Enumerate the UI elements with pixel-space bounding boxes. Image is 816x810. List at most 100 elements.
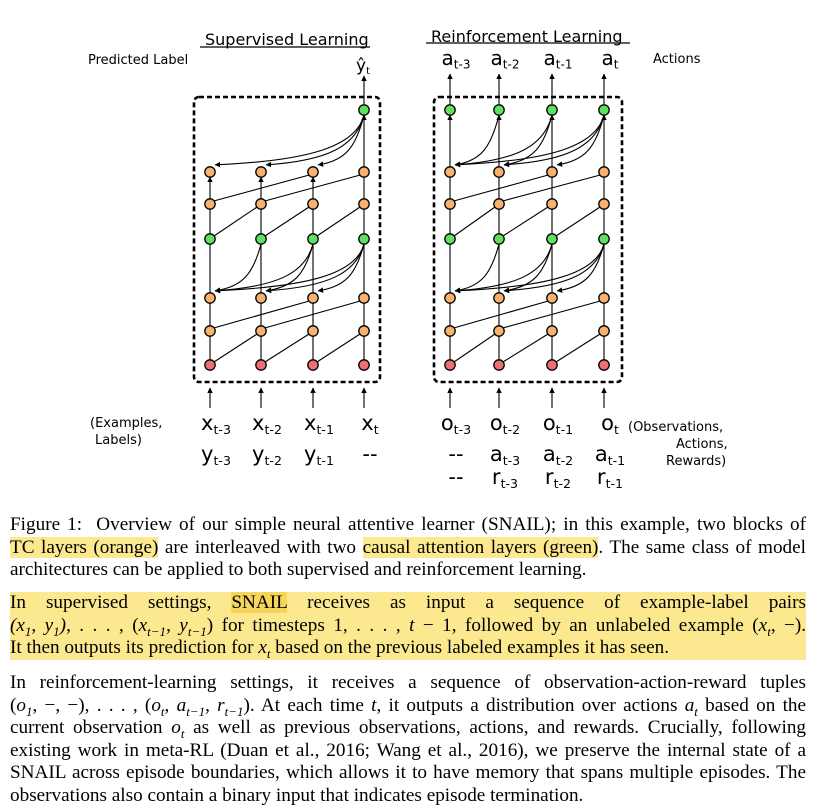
rl-tc-node bbox=[546, 198, 558, 210]
rl-tc-edge bbox=[502, 206, 549, 237]
sl-tc-node bbox=[307, 166, 319, 178]
y-hat-output: ŷt bbox=[356, 56, 370, 77]
rl-tc-edge bbox=[454, 174, 548, 202]
rl-attention-edge bbox=[454, 115, 553, 168]
rl-attention-edge bbox=[454, 115, 500, 167]
rl-obs-input: ot-2 bbox=[490, 411, 520, 437]
rl-tc-node bbox=[598, 325, 610, 337]
sl-tc-node bbox=[307, 325, 319, 337]
sl-attention-edge bbox=[214, 244, 314, 294]
rl-tc-node bbox=[546, 292, 558, 304]
rl-act-input: at-3 bbox=[490, 442, 520, 468]
sl-attention-node bbox=[255, 233, 267, 245]
rl-tc-node bbox=[493, 166, 505, 178]
examples-label-line2: Labels) bbox=[95, 433, 142, 448]
sl-input-node bbox=[255, 359, 267, 371]
rl-tc-node bbox=[444, 166, 456, 178]
sl-tc-node bbox=[204, 325, 216, 337]
sl-tc-edge bbox=[214, 300, 309, 329]
obs-label-line1: (Observations, bbox=[628, 420, 723, 435]
rl-tc-node bbox=[598, 198, 610, 210]
sl-input-node bbox=[358, 359, 370, 371]
sl-attention-edge bbox=[265, 115, 365, 168]
sl-tc-node bbox=[255, 198, 267, 210]
rl-input-node bbox=[444, 359, 456, 371]
rl-input-node bbox=[598, 359, 610, 371]
rl-act-input: at-2 bbox=[543, 442, 573, 468]
p2-line6: observations also contain a binary input… bbox=[10, 784, 584, 806]
rl-tc-edge bbox=[503, 174, 600, 202]
rl-attention-node bbox=[598, 104, 610, 116]
rl-rew-input: rt-2 bbox=[545, 465, 571, 491]
sl-tc-edge bbox=[213, 206, 258, 237]
rl-act-input: at-1 bbox=[595, 442, 625, 468]
rl-tc-node bbox=[493, 325, 505, 337]
rl-attention-edge bbox=[454, 244, 605, 294]
sl-input-node bbox=[204, 359, 216, 371]
p1-text-a: In supervised settings, bbox=[10, 592, 212, 613]
sl-tc-node bbox=[204, 166, 216, 178]
figure-caption: Figure 1: Overview of our simple neural … bbox=[10, 514, 806, 582]
sl-x-input: xt-1 bbox=[304, 411, 334, 437]
rl-action-outputs: at-3 at-2 at-1 at bbox=[442, 46, 619, 72]
sl-tc-node bbox=[358, 166, 370, 178]
p2-text-b: , it outputs a distribution over actions bbox=[376, 694, 678, 716]
highlight-tc-layers: TC layers (orange) bbox=[10, 536, 159, 558]
rl-attention-edge bbox=[454, 244, 500, 293]
rl-rew-input: rt-1 bbox=[597, 465, 623, 491]
rl-action-label: at-3 bbox=[442, 46, 471, 72]
caption-text-a: Overview of our simple neural attentive … bbox=[96, 514, 806, 535]
sl-output-attention-node bbox=[358, 104, 370, 116]
p1-text-e: It then outputs its prediction for bbox=[10, 637, 254, 658]
rl-tc-node bbox=[546, 325, 558, 337]
rl-block-border bbox=[432, 95, 624, 384]
sl-tc-edge bbox=[264, 333, 310, 363]
p1-text-c: for timesteps bbox=[221, 614, 325, 636]
sl-block-border bbox=[192, 95, 382, 384]
rl-attention-edge bbox=[454, 115, 605, 168]
p2-text-a: . At each time bbox=[249, 694, 364, 716]
sl-attention-node bbox=[358, 233, 370, 245]
caption-prefix: Figure 1: bbox=[10, 514, 83, 535]
p2-line4: existing work in meta-RL (Duan et al., 2… bbox=[10, 739, 806, 761]
sl-tc-node bbox=[255, 292, 267, 304]
sl-y-input: yt-3 bbox=[201, 442, 231, 468]
caption-text-b: are interleaved with two bbox=[164, 536, 357, 558]
sl-y-input: yt-2 bbox=[252, 442, 282, 468]
rl-attention-node bbox=[444, 233, 456, 245]
sl-input-node bbox=[307, 359, 319, 371]
rl-tc-node bbox=[444, 292, 456, 304]
sl-tc-node bbox=[358, 292, 370, 304]
rl-input-node bbox=[493, 359, 505, 371]
sl-tc-edge bbox=[265, 300, 360, 329]
rl-title: Reinforcement Learning bbox=[431, 27, 623, 46]
sl-attention-edge bbox=[214, 115, 365, 168]
rl-attention-edge bbox=[503, 244, 553, 293]
sl-tc-node bbox=[358, 198, 370, 210]
network-edges bbox=[207, 73, 607, 408]
sl-y-input: -- bbox=[362, 442, 377, 466]
rl-tc-node bbox=[444, 325, 456, 337]
sl-tc-edge bbox=[316, 333, 361, 363]
sl-attention-node bbox=[204, 233, 216, 245]
sl-attention-edge bbox=[214, 244, 365, 294]
p1-text-f: based on the previous labeled examples i… bbox=[275, 637, 670, 658]
rl-action-label: at-2 bbox=[491, 46, 520, 72]
rl-action-label: at bbox=[602, 46, 619, 72]
caption-text-c: . The same class of model bbox=[598, 536, 806, 558]
predicted-label-text: Predicted Label bbox=[88, 53, 188, 68]
rl-tc-node bbox=[546, 166, 558, 178]
p1-snail: SNAIL bbox=[231, 592, 288, 613]
obs-label-line3: Rewards) bbox=[666, 454, 726, 469]
rl-obs-input: ot-3 bbox=[441, 411, 471, 437]
rl-attention-node bbox=[546, 233, 558, 245]
rl-attention-edge bbox=[454, 244, 553, 294]
sl-attention-edge bbox=[317, 244, 365, 293]
rl-attention-node bbox=[493, 233, 505, 245]
p2-text-c: based on the bbox=[705, 694, 807, 716]
rl-input-node bbox=[546, 359, 558, 371]
sl-tc-edge bbox=[265, 174, 360, 202]
rl-obs-input: ot bbox=[601, 411, 619, 437]
sl-tc-node bbox=[204, 198, 216, 210]
sl-x-input: xt-3 bbox=[201, 411, 231, 437]
